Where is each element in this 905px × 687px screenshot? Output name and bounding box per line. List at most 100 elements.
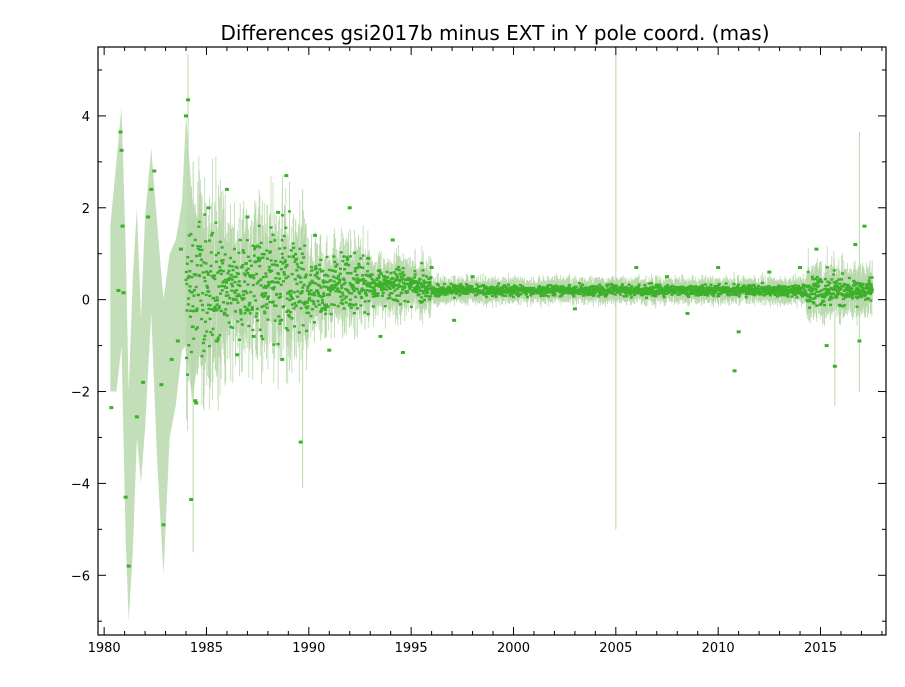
data-point xyxy=(605,285,609,288)
data-point xyxy=(338,278,342,282)
x-tick-label: 1990 xyxy=(292,641,325,656)
data-point xyxy=(246,255,250,258)
data-point xyxy=(273,319,277,322)
data-point xyxy=(830,296,834,299)
data-point xyxy=(243,312,247,315)
data-point xyxy=(353,251,357,254)
data-point xyxy=(491,294,494,297)
error-band-layer xyxy=(110,53,873,622)
data-point xyxy=(800,287,804,290)
data-point xyxy=(267,283,271,286)
data-point xyxy=(786,295,790,298)
data-point xyxy=(822,288,826,291)
data-point xyxy=(232,260,236,263)
data-point xyxy=(225,286,229,289)
data-point xyxy=(193,238,197,242)
data-point xyxy=(231,268,235,272)
data-point xyxy=(109,406,114,410)
data-point xyxy=(630,285,634,288)
data-point xyxy=(476,285,480,288)
data-point xyxy=(205,311,209,314)
data-point xyxy=(328,290,332,293)
data-point xyxy=(230,289,234,292)
data-point xyxy=(412,290,416,293)
data-point xyxy=(743,285,746,289)
data-point xyxy=(470,285,474,288)
data-point xyxy=(397,278,401,282)
data-point xyxy=(185,309,189,312)
data-point xyxy=(744,296,748,299)
data-point xyxy=(263,294,267,297)
data-point xyxy=(318,263,322,266)
data-point xyxy=(284,226,288,229)
data-point xyxy=(321,279,325,282)
data-point xyxy=(316,271,319,274)
data-point xyxy=(775,292,778,295)
data-point xyxy=(866,290,870,294)
data-point xyxy=(225,314,229,317)
data-point xyxy=(309,273,313,277)
data-point xyxy=(420,289,424,293)
data-point xyxy=(231,326,235,329)
data-point xyxy=(815,304,819,307)
data-point xyxy=(583,292,587,295)
data-point xyxy=(229,302,233,305)
data-point xyxy=(200,303,204,307)
data-point xyxy=(224,281,228,284)
data-point xyxy=(306,301,309,304)
data-point xyxy=(184,114,189,118)
data-point xyxy=(229,325,233,329)
data-point xyxy=(261,256,265,259)
data-point xyxy=(284,174,289,178)
data-point xyxy=(258,264,262,268)
data-point xyxy=(236,320,240,323)
data-point xyxy=(290,317,294,320)
data-point xyxy=(283,259,287,262)
data-point xyxy=(289,249,293,252)
data-point xyxy=(421,300,425,303)
data-point xyxy=(825,291,829,294)
data-point xyxy=(282,305,286,308)
data-point xyxy=(783,285,787,288)
data-point xyxy=(215,260,218,263)
data-point xyxy=(700,292,703,296)
data-point xyxy=(347,272,351,275)
data-point xyxy=(672,288,676,291)
data-point xyxy=(839,292,843,295)
data-point xyxy=(281,214,284,217)
x-tick-label: 2010 xyxy=(702,641,735,656)
data-point xyxy=(387,282,391,285)
data-point xyxy=(705,287,709,290)
data-point xyxy=(343,268,347,271)
data-point xyxy=(332,280,336,283)
data-point xyxy=(427,295,431,298)
data-point xyxy=(350,303,353,306)
data-point xyxy=(268,300,272,304)
data-point xyxy=(290,303,294,306)
data-point xyxy=(208,239,211,242)
data-point xyxy=(229,273,233,277)
data-point xyxy=(373,289,377,292)
data-point xyxy=(365,270,369,273)
data-point xyxy=(336,304,340,308)
data-point xyxy=(201,308,205,312)
data-point xyxy=(651,285,655,288)
data-point xyxy=(344,301,348,304)
data-point xyxy=(713,291,717,294)
data-point xyxy=(857,339,862,343)
data-point xyxy=(252,276,256,280)
data-point xyxy=(701,284,705,287)
data-point xyxy=(213,305,217,308)
data-point xyxy=(372,279,376,282)
data-point xyxy=(366,262,370,265)
data-point xyxy=(808,299,812,303)
data-point xyxy=(326,274,330,278)
data-point xyxy=(751,287,755,291)
data-point xyxy=(529,294,533,297)
data-point xyxy=(320,296,324,299)
data-point xyxy=(805,295,809,298)
data-point xyxy=(544,291,548,295)
data-point xyxy=(270,263,274,266)
data-point xyxy=(705,286,709,289)
data-point xyxy=(511,291,516,295)
